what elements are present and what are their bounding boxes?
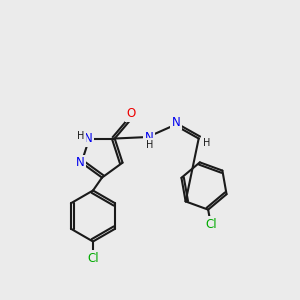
Text: H: H	[76, 130, 84, 140]
Text: H: H	[202, 138, 210, 148]
Text: N: N	[172, 116, 181, 128]
Text: H: H	[146, 140, 153, 149]
Text: Cl: Cl	[87, 251, 99, 265]
Text: Cl: Cl	[205, 218, 217, 231]
Text: O: O	[127, 107, 136, 120]
Text: N: N	[76, 156, 84, 169]
Text: N: N	[83, 132, 92, 145]
Text: N: N	[145, 130, 154, 143]
